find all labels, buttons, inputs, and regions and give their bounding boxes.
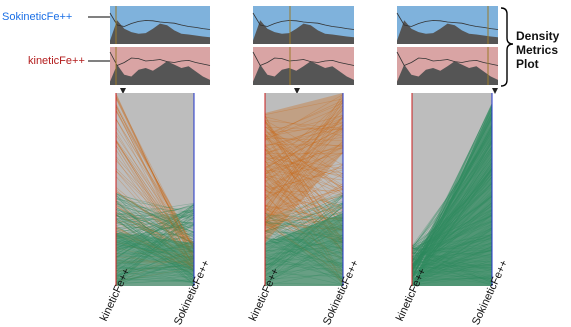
selection-marker-3 — [492, 88, 498, 94]
density-plot-top-3 — [397, 6, 498, 44]
parallel-coordinates-3 — [412, 93, 492, 286]
density-plot-bottom-3 — [397, 47, 498, 85]
